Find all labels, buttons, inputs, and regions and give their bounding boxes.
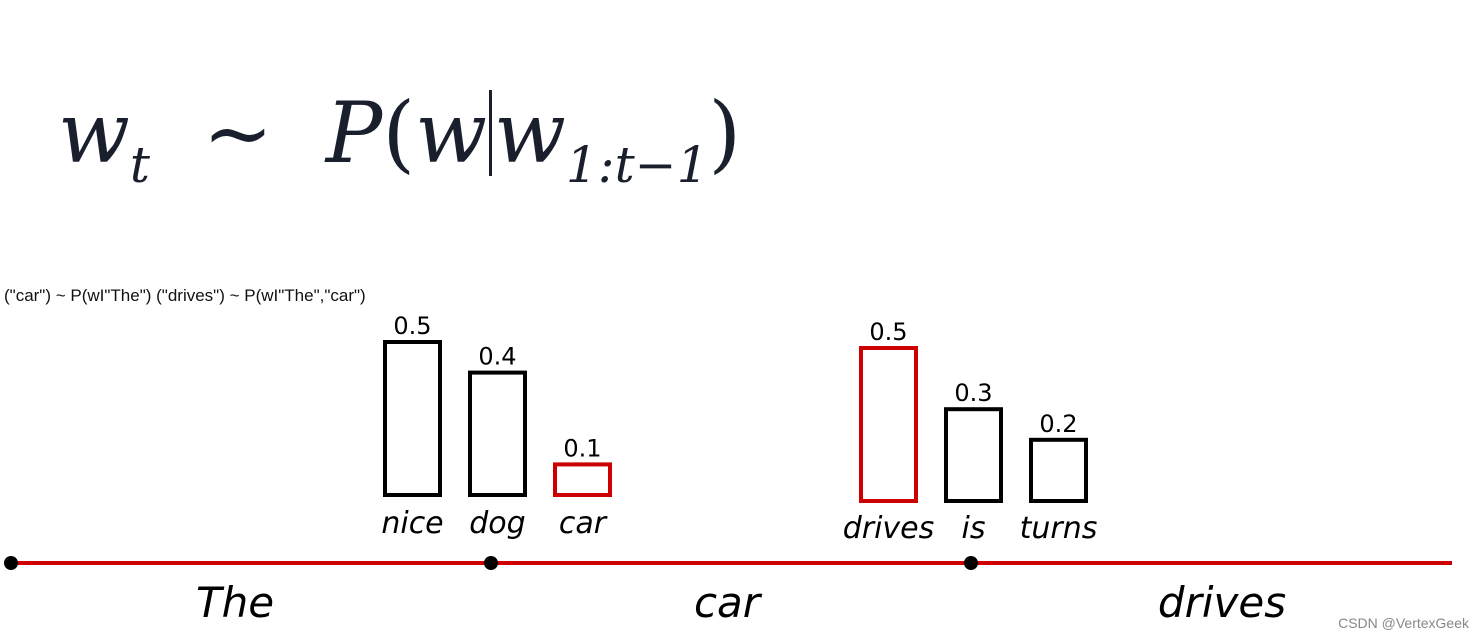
bar-word-nice: nice: [381, 506, 443, 541]
timeline-node-3: [964, 556, 978, 570]
formula-open-paren: (: [382, 84, 416, 182]
formula-function: P: [325, 84, 383, 182]
bar-drives: [859, 346, 918, 503]
formula-given-subscript: 1:t−1: [565, 136, 709, 194]
formula-given: w: [494, 84, 566, 182]
formula-given-bar: [489, 90, 493, 176]
formula: wt ~ P(ww1:t−1): [58, 78, 742, 194]
formula-relation: ~: [202, 84, 274, 182]
bar-dog: [468, 370, 527, 498]
formula-lhs: w: [58, 84, 130, 182]
bar-word-turns: turns: [1020, 511, 1098, 546]
watermark: CSDN @VertexGeek: [1338, 615, 1469, 631]
bar-word-drives: drives: [843, 511, 935, 546]
bar-label-car: 0.1: [563, 434, 601, 462]
timeline-node-1: [4, 556, 18, 570]
bar-is: [944, 407, 1003, 504]
timeline-token-3: drives: [1158, 578, 1286, 627]
bar-label-is: 0.3: [954, 379, 992, 407]
bar-turns: [1029, 437, 1088, 503]
bar-car: [553, 462, 612, 497]
bar-word-car: car: [559, 506, 608, 541]
formula-lhs-subscript: t: [129, 136, 150, 194]
bar-label-turns: 0.2: [1039, 410, 1077, 438]
bar-label-dog: 0.4: [478, 343, 516, 371]
formula-close-paren: ): [708, 84, 742, 182]
bar-nice: [383, 340, 442, 497]
bar-word-is: is: [962, 511, 986, 546]
caption: ("car") ~ P(wI"The") ("drives") ~ P(wI"T…: [4, 286, 366, 305]
timeline-token-1: The: [196, 578, 274, 627]
bar-word-dog: dog: [469, 506, 525, 541]
timeline-token-2: car: [694, 578, 763, 627]
timeline-node-2: [484, 556, 498, 570]
bar-label-nice: 0.5: [393, 312, 431, 340]
formula-variable: w: [415, 84, 488, 182]
bar-label-drives: 0.5: [869, 318, 907, 346]
